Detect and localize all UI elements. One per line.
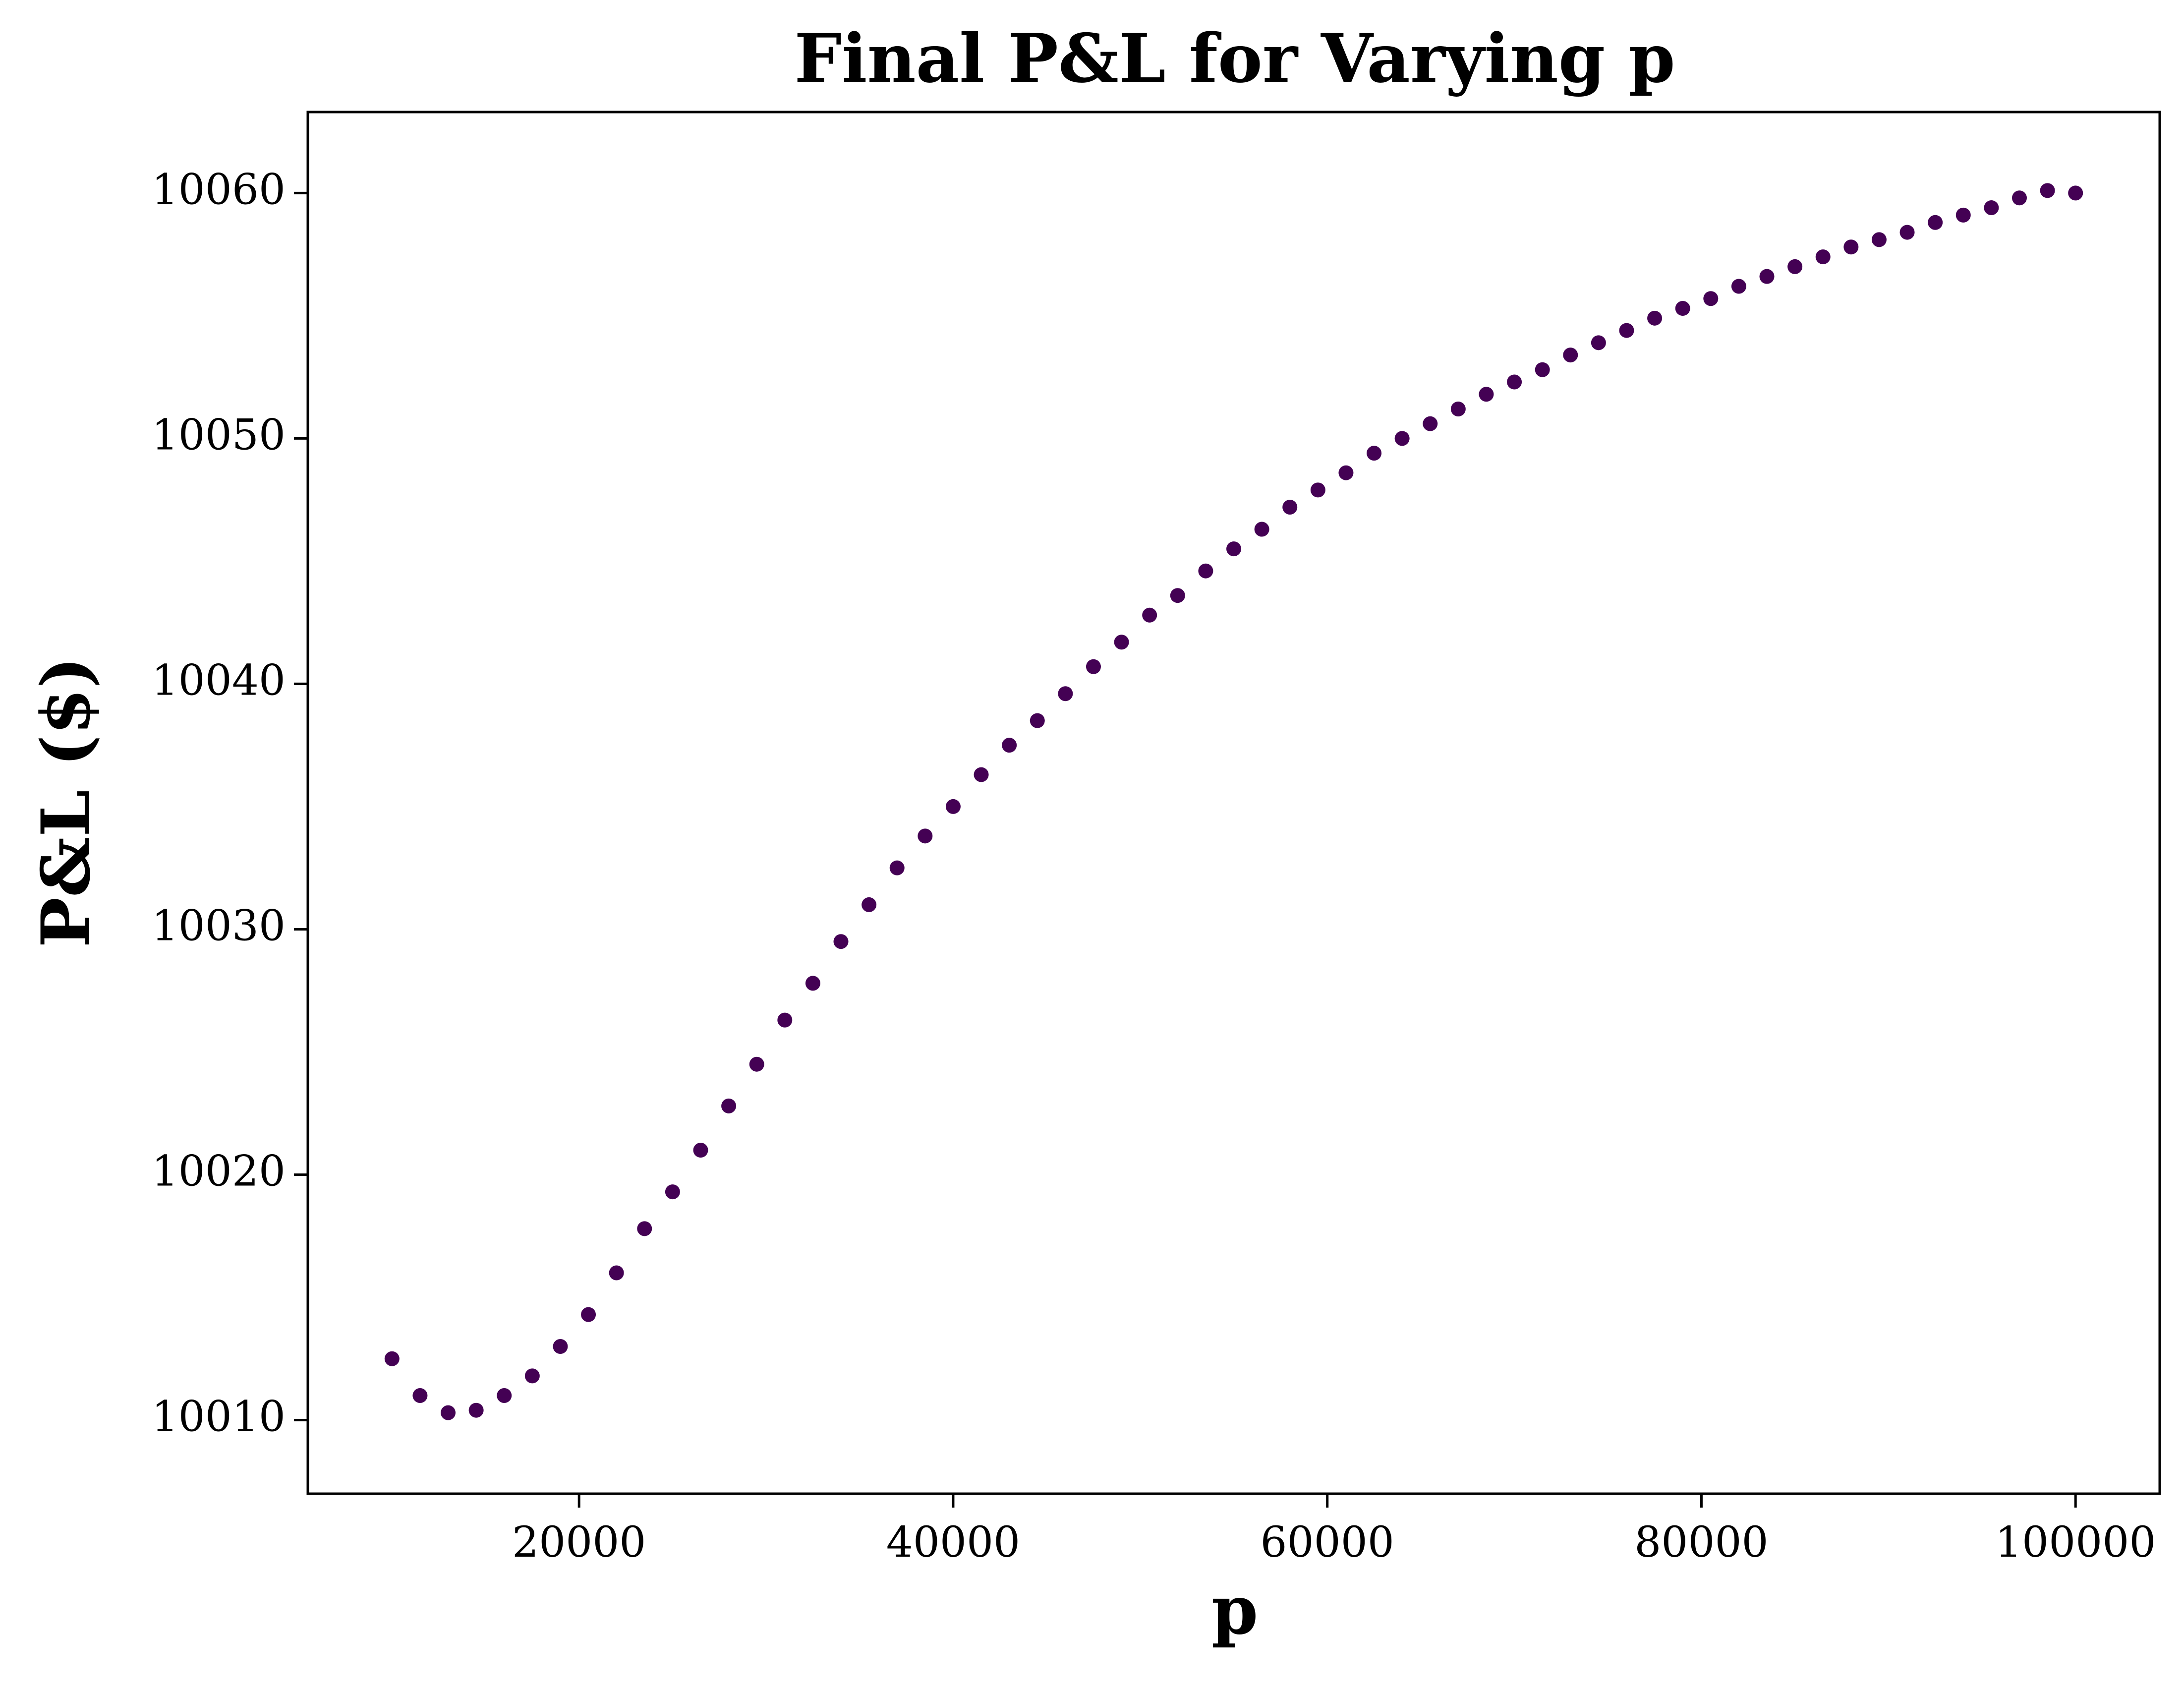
y-tick-label: 10040 xyxy=(152,656,286,705)
scatter-point xyxy=(805,976,820,991)
scatter-point xyxy=(497,1388,512,1403)
scatter-point xyxy=(1479,387,1494,402)
scatter-point xyxy=(945,799,961,814)
scatter-point xyxy=(1871,232,1887,247)
scatter-point xyxy=(1114,635,1129,650)
scatter-point xyxy=(2012,190,2027,206)
x-axis-label: p xyxy=(1211,1571,1258,1649)
x-tick-label: 20000 xyxy=(512,1518,646,1567)
scatter-point xyxy=(1170,588,1185,603)
scatter-point xyxy=(637,1221,652,1236)
scatter-point xyxy=(1899,225,1915,240)
scatter-point xyxy=(1058,686,1073,701)
x-tick-label: 40000 xyxy=(886,1518,1020,1567)
scatter-point xyxy=(609,1265,624,1281)
scatter-point xyxy=(1619,323,1634,338)
scatter-point xyxy=(1423,416,1438,431)
scatter-point xyxy=(1338,465,1354,480)
scatter-point xyxy=(862,897,877,912)
scatter-point xyxy=(721,1098,737,1113)
scatter-point xyxy=(1367,446,1382,461)
scatter-point xyxy=(1450,401,1466,416)
scatter-point xyxy=(749,1056,764,1072)
scatter-point xyxy=(1394,431,1410,446)
scatter-point xyxy=(665,1184,680,1200)
scatter-point xyxy=(1507,374,1522,390)
chart-title: Final P&L for Varying p xyxy=(794,19,1675,98)
scatter-point xyxy=(2068,185,2083,201)
scatter-point xyxy=(1647,310,1663,326)
x-tick-label: 100000 xyxy=(1995,1518,2156,1567)
y-tick-label: 10030 xyxy=(152,901,286,950)
scatter-point xyxy=(1955,207,1971,223)
scatter-point xyxy=(1675,301,1690,316)
scatter-point xyxy=(1984,200,1999,216)
scatter-point xyxy=(1703,291,1719,306)
x-tick-label: 60000 xyxy=(1260,1518,1394,1567)
y-tick-label: 10020 xyxy=(152,1147,286,1196)
scatter-point xyxy=(1310,482,1325,498)
scatter-point xyxy=(1198,563,1213,579)
y-axis-label: P&L ($) xyxy=(26,657,105,948)
scatter-point xyxy=(441,1405,456,1420)
scatter-point xyxy=(1226,541,1241,557)
scatter-point xyxy=(1030,713,1045,728)
scatter-point xyxy=(1563,348,1578,363)
scatter-point xyxy=(1815,249,1831,265)
scatter-point xyxy=(553,1339,568,1354)
scatter-point xyxy=(974,767,989,782)
scatter-point xyxy=(1142,607,1157,623)
scatter-point xyxy=(1591,335,1606,350)
scatter-point xyxy=(777,1012,793,1028)
scatter-point xyxy=(1086,659,1101,674)
scatter-point xyxy=(918,828,933,844)
scatter-point xyxy=(833,934,849,949)
scatter-point xyxy=(412,1388,428,1403)
plot-frame xyxy=(306,111,2161,1495)
scatter-point xyxy=(1254,522,1269,537)
scatter-point xyxy=(1535,362,1550,377)
scatter-point xyxy=(1731,279,1746,294)
scatter-point xyxy=(1282,499,1298,515)
y-tick-label: 10060 xyxy=(152,165,286,214)
y-tick-label: 10010 xyxy=(152,1392,286,1441)
scatter-point xyxy=(1843,239,1859,255)
scatter-point xyxy=(1928,215,1943,230)
scatter-point xyxy=(581,1307,596,1322)
scatter-point xyxy=(524,1368,540,1384)
scatter-point xyxy=(384,1351,400,1366)
scatter-point xyxy=(2040,183,2055,198)
y-tick-label: 10050 xyxy=(152,410,286,460)
scatter-point xyxy=(468,1402,484,1418)
scatter-point xyxy=(1002,738,1017,753)
scatter-point xyxy=(1759,269,1775,284)
scatter-point xyxy=(889,860,905,876)
scatter-point xyxy=(1787,259,1803,274)
x-tick-label: 80000 xyxy=(1634,1518,1768,1567)
scatter-point xyxy=(693,1142,708,1158)
